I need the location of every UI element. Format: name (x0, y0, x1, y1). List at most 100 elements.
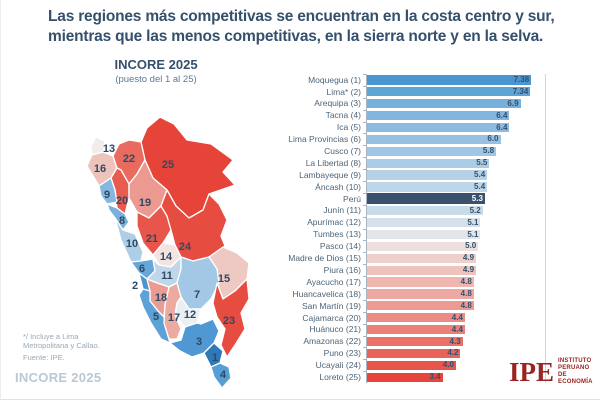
map-region-moquegua (203, 342, 224, 368)
bar-value: 5.5 (476, 158, 488, 168)
bar-label: Lima* (2) (326, 86, 361, 97)
map-label-amazonas: 22 (123, 153, 135, 165)
map-label-san-martin: 19 (139, 197, 151, 209)
bar-value: 5.2 (469, 205, 481, 215)
bar-value: 4.4 (451, 324, 463, 334)
bar: 5.5 (367, 158, 490, 168)
bar-track: 4.8 (363, 288, 546, 300)
map-label-huanuco: 21 (146, 233, 158, 245)
bar-track: 5.4 (363, 181, 546, 193)
map-label-moquegua: 1 (212, 352, 218, 364)
bar-label: Lima Provincias (6) (288, 134, 361, 145)
bar-track: 4.8 (363, 299, 546, 312)
chart-row: Huancavelica (18) 4.8 (214, 288, 546, 300)
map-heading-block: INCORE 2025 (puesto del 1 al 25) (56, 57, 256, 85)
bar-label: Pasco (14) (319, 241, 361, 252)
bar-value: 6.0 (487, 134, 499, 144)
bar-track: 5.8 (363, 145, 546, 158)
bar-value: 5.4 (474, 170, 486, 180)
chart-row: Ucayali (24) 4.0 (214, 359, 546, 372)
bar-label: Huánuco (21) (309, 324, 361, 335)
bar-label: Ica (5) (336, 122, 361, 133)
map-heading: INCORE 2025 (114, 57, 198, 72)
map-label-lambayeque: 9 (104, 189, 110, 201)
bar-label: Puno (23) (323, 348, 361, 359)
bar-value: 6.9 (507, 98, 519, 108)
bar-value: 4.2 (447, 348, 459, 358)
bar-label: Arequipa (3) (314, 98, 361, 109)
map-region-la-libertad (106, 203, 130, 231)
bar-track: 6.4 (363, 109, 546, 122)
bar: 4.9 (367, 265, 477, 275)
bar: 4.2 (367, 348, 461, 359)
bar-value: 4.8 (460, 288, 472, 298)
bar-value: 4.3 (449, 336, 461, 346)
bar-value: 5.1 (467, 217, 479, 227)
bar-value: 5.4 (474, 181, 486, 191)
map-region-ayacucho (163, 282, 182, 340)
bar-track: 4.4 (363, 323, 546, 336)
bar-track: 7.38 (363, 74, 546, 86)
bar: 4.8 (367, 300, 474, 311)
chart-row: Lima* (2) 7.34 (214, 85, 546, 98)
map-label-ucayali: 24 (179, 241, 192, 253)
chart-row: Loreto (25) 3.4 (214, 371, 546, 384)
map-label-lima-provincias: 6 (139, 263, 145, 275)
ipe-logo-text: INSTITUTO PERUANO DE ECONOMÍA (558, 358, 593, 385)
bar-label: Tumbes (13) (313, 229, 361, 240)
bar: 6.4 (367, 122, 510, 133)
map-region-cusco (176, 256, 220, 310)
ipe-logo-abbr: IPE (509, 357, 555, 387)
map-label-arequipa: 3 (196, 336, 202, 348)
map-label-pasco: 14 (160, 251, 173, 263)
peru-map: 13 16 22 25 9 20 19 8 10 21 14 24 6 2 11… (86, 116, 250, 389)
map-label-apurimac: 12 (184, 309, 196, 321)
bar-track: 5.0 (363, 240, 546, 253)
bar: 5.1 (367, 217, 481, 228)
bar-label: Madre de Dios (15) (288, 253, 361, 264)
chart-row: Junín (11) 5.2 (214, 204, 546, 217)
bar: 4.3 (367, 336, 463, 347)
bar-value: 4.8 (460, 300, 472, 310)
source-note: Fuente: IPE. (23, 353, 65, 362)
bar-track: 4.4 (363, 311, 546, 324)
chart-row: San Martín (19) 4.8 (214, 299, 546, 312)
map-label-ica: 5 (153, 311, 159, 323)
chart-row: Áncash (10) 5.4 (214, 181, 546, 193)
bar-value: 4.9 (462, 253, 475, 263)
bar: 6.4 (367, 111, 510, 121)
watermark: INCORE 2025 (15, 370, 102, 385)
bar-track: 5.5 (363, 157, 546, 170)
bar: 6.0 (367, 134, 501, 144)
map-region-puno (212, 278, 250, 358)
chart-row: Pasco (14) 5.0 (214, 240, 546, 253)
chart-row: Tumbes (13) 5.1 (214, 228, 546, 241)
bar-value: 5.3 (471, 193, 483, 203)
bar-track: 5.3 (363, 192, 546, 205)
bar-track: 4.3 (363, 335, 546, 348)
map-label-ancash: 10 (126, 238, 138, 250)
map-region-tacna (210, 362, 232, 389)
bar-track: 4.0 (363, 359, 546, 372)
chart-row: Madre de Dios (15) 4.9 (214, 252, 546, 265)
bar: 4.8 (367, 288, 474, 299)
map-label-cusco: 7 (194, 289, 200, 301)
bar: 5.3 (367, 193, 485, 205)
bar-track: 4.8 (363, 276, 546, 289)
bar-value: 5.1 (467, 229, 479, 239)
bar: 4.8 (367, 277, 474, 287)
map-label-huancavelica: 18 (155, 292, 167, 304)
bar-label: Cajamarca (20) (302, 312, 361, 323)
bar-label: Junín (11) (323, 205, 361, 216)
bar-label: Apurímac (12) (307, 217, 361, 228)
bar-track: 4.9 (363, 264, 546, 277)
bar-label: La Libertad (8) (305, 157, 361, 168)
ipe-logo: IPE INSTITUTO PERUANO DE ECONOMÍA (509, 358, 600, 386)
chart-row: Cajamarca (20) 4.4 (214, 311, 546, 324)
map-label-tacna: 4 (220, 369, 227, 381)
map-label-ayacucho: 17 (168, 312, 180, 324)
bar: 6.9 (367, 98, 521, 109)
bar: 4.4 (367, 313, 465, 323)
bar-label: Piura (16) (323, 264, 361, 275)
bar: 4.9 (367, 253, 477, 263)
